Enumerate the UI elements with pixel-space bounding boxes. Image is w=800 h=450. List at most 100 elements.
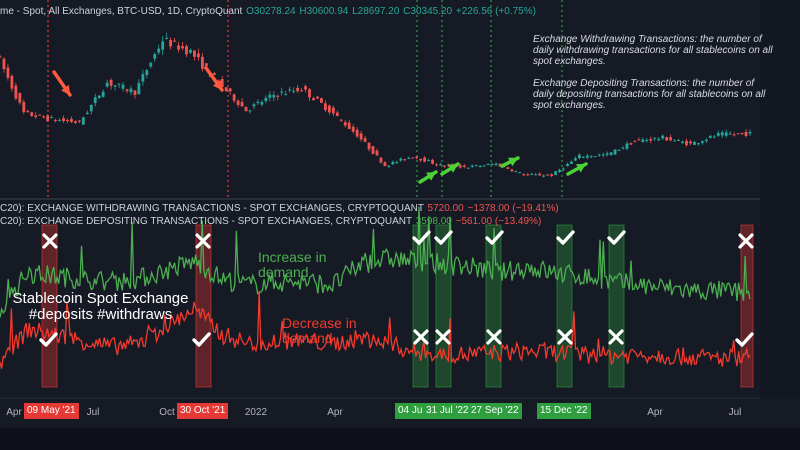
trend-arrows bbox=[52, 66, 588, 184]
candle-body-38 bbox=[149, 62, 153, 67]
candle-body-69 bbox=[272, 94, 276, 98]
price-header: me - Spot, All Exchanges, BTC-USD, 1D, C… bbox=[0, 6, 536, 17]
candle-body-39 bbox=[153, 54, 157, 59]
metric-lines bbox=[0, 206, 751, 369]
candle-body-42 bbox=[165, 37, 169, 39]
candle-body-62 bbox=[244, 106, 248, 112]
candle-body-181 bbox=[716, 133, 720, 136]
date-badge-jul22b: 31 Jul '22 bbox=[423, 403, 472, 419]
candle-body-6 bbox=[22, 101, 26, 113]
candle-body-74 bbox=[292, 90, 296, 92]
candle-body-78 bbox=[308, 89, 311, 98]
candle-body-66 bbox=[260, 102, 264, 105]
candle-body-91 bbox=[359, 133, 363, 140]
low-value: L28697.20 bbox=[352, 6, 400, 17]
down-arrow-1-head bbox=[61, 85, 70, 95]
candle-body-83 bbox=[327, 105, 331, 113]
candle-body-105 bbox=[415, 156, 419, 159]
candle-body-179 bbox=[708, 135, 712, 138]
candle-body-7 bbox=[26, 110, 30, 112]
candle-body-13 bbox=[50, 117, 53, 119]
candle-body-175 bbox=[693, 141, 696, 145]
time-tick-12: Jul bbox=[729, 407, 742, 418]
high-value: H30600.94 bbox=[299, 6, 349, 17]
candle-body-124 bbox=[490, 164, 494, 166]
candle-body-64 bbox=[252, 104, 256, 107]
candle-body-134 bbox=[530, 173, 534, 175]
candle-body-136 bbox=[538, 173, 542, 176]
candle-body-70 bbox=[276, 95, 280, 97]
candle-body-184 bbox=[728, 133, 732, 135]
candle-body-72 bbox=[284, 93, 288, 96]
candle-body-125 bbox=[494, 163, 498, 165]
candle-body-101 bbox=[399, 158, 403, 161]
withdraw-check-3 bbox=[434, 230, 453, 245]
candle-body-99 bbox=[391, 161, 395, 165]
candle-body-28 bbox=[109, 79, 113, 86]
candle-body-129 bbox=[510, 169, 514, 172]
candle-body-8 bbox=[30, 112, 34, 116]
candle-body-40 bbox=[157, 48, 161, 53]
candle-body-169 bbox=[669, 137, 673, 141]
candle-body-144 bbox=[570, 161, 573, 164]
candle-body-132 bbox=[522, 174, 526, 176]
candle-body-187 bbox=[740, 132, 744, 134]
candle-body-176 bbox=[697, 143, 700, 145]
candle-body-153 bbox=[605, 153, 609, 156]
candle-body-44 bbox=[173, 40, 177, 42]
candle-body-142 bbox=[562, 168, 565, 170]
withdraw-value: 5720.00 bbox=[427, 203, 464, 214]
candle-body-116 bbox=[458, 165, 462, 168]
candle-body-161 bbox=[637, 139, 641, 141]
time-tick-0: Apr bbox=[6, 407, 22, 418]
close-value: C30345.20 bbox=[403, 6, 453, 17]
definitions-note: Exchange Withdrawing Transactions: the n… bbox=[533, 34, 773, 122]
candle-body-100 bbox=[395, 161, 399, 163]
deposit-change: −561.00 (−13.49%) bbox=[455, 216, 542, 227]
candle-body-180 bbox=[712, 136, 716, 138]
candle-body-178 bbox=[704, 139, 708, 142]
candle-body-75 bbox=[296, 87, 300, 92]
deposit-line bbox=[0, 290, 751, 369]
candle-body-2 bbox=[6, 67, 10, 78]
candle-body-143 bbox=[566, 163, 569, 167]
up-arrow-1-head bbox=[426, 172, 436, 181]
candle-body-10 bbox=[38, 114, 42, 116]
candle-body-37 bbox=[145, 70, 149, 75]
candle-body-46 bbox=[181, 46, 184, 49]
candle-body-94 bbox=[371, 146, 375, 154]
candle-body-149 bbox=[589, 156, 593, 158]
up-arrow-3-head bbox=[508, 157, 518, 167]
candle-body-11 bbox=[42, 116, 46, 118]
candle-body-12 bbox=[46, 115, 50, 121]
date-badge-may21: 09 May '21 bbox=[24, 403, 79, 419]
candle-body-147 bbox=[581, 156, 585, 158]
candle-body-133 bbox=[526, 174, 530, 176]
date-badge-oct21: 30 Oct '21 bbox=[177, 403, 229, 419]
candle-body-104 bbox=[411, 157, 415, 159]
candle-body-57 bbox=[224, 87, 228, 92]
withdraw-check-6 bbox=[607, 230, 626, 245]
overlay-title: Stablecoin Spot Exchange bbox=[12, 290, 189, 307]
candle-body-1 bbox=[2, 58, 6, 70]
candle-body-174 bbox=[689, 141, 692, 144]
candle-body-107 bbox=[423, 157, 427, 162]
candle-body-24 bbox=[93, 97, 97, 104]
candle-body-122 bbox=[482, 165, 486, 167]
candle-body-111 bbox=[439, 164, 442, 166]
withdraw-check-4 bbox=[485, 230, 504, 245]
withdraw-line bbox=[0, 206, 751, 318]
change-value: +226.56 (+0.75%) bbox=[455, 6, 536, 17]
time-axis-ticks: Apr Jul Oct 2022 Apr Apr Jul bbox=[6, 407, 741, 418]
candle-body-165 bbox=[653, 137, 657, 139]
deposit-value: 3598.00 bbox=[415, 216, 452, 227]
candle-body-166 bbox=[657, 138, 661, 141]
candle-body-49 bbox=[193, 50, 196, 57]
candle-body-160 bbox=[633, 140, 637, 142]
candle-body-0 bbox=[0, 56, 2, 58]
candle-body-21 bbox=[81, 117, 85, 125]
deposit-cross-3 bbox=[435, 329, 451, 345]
candle-body-96 bbox=[379, 157, 383, 163]
candle-body-85 bbox=[335, 112, 339, 116]
open-value: O30278.24 bbox=[246, 6, 296, 17]
